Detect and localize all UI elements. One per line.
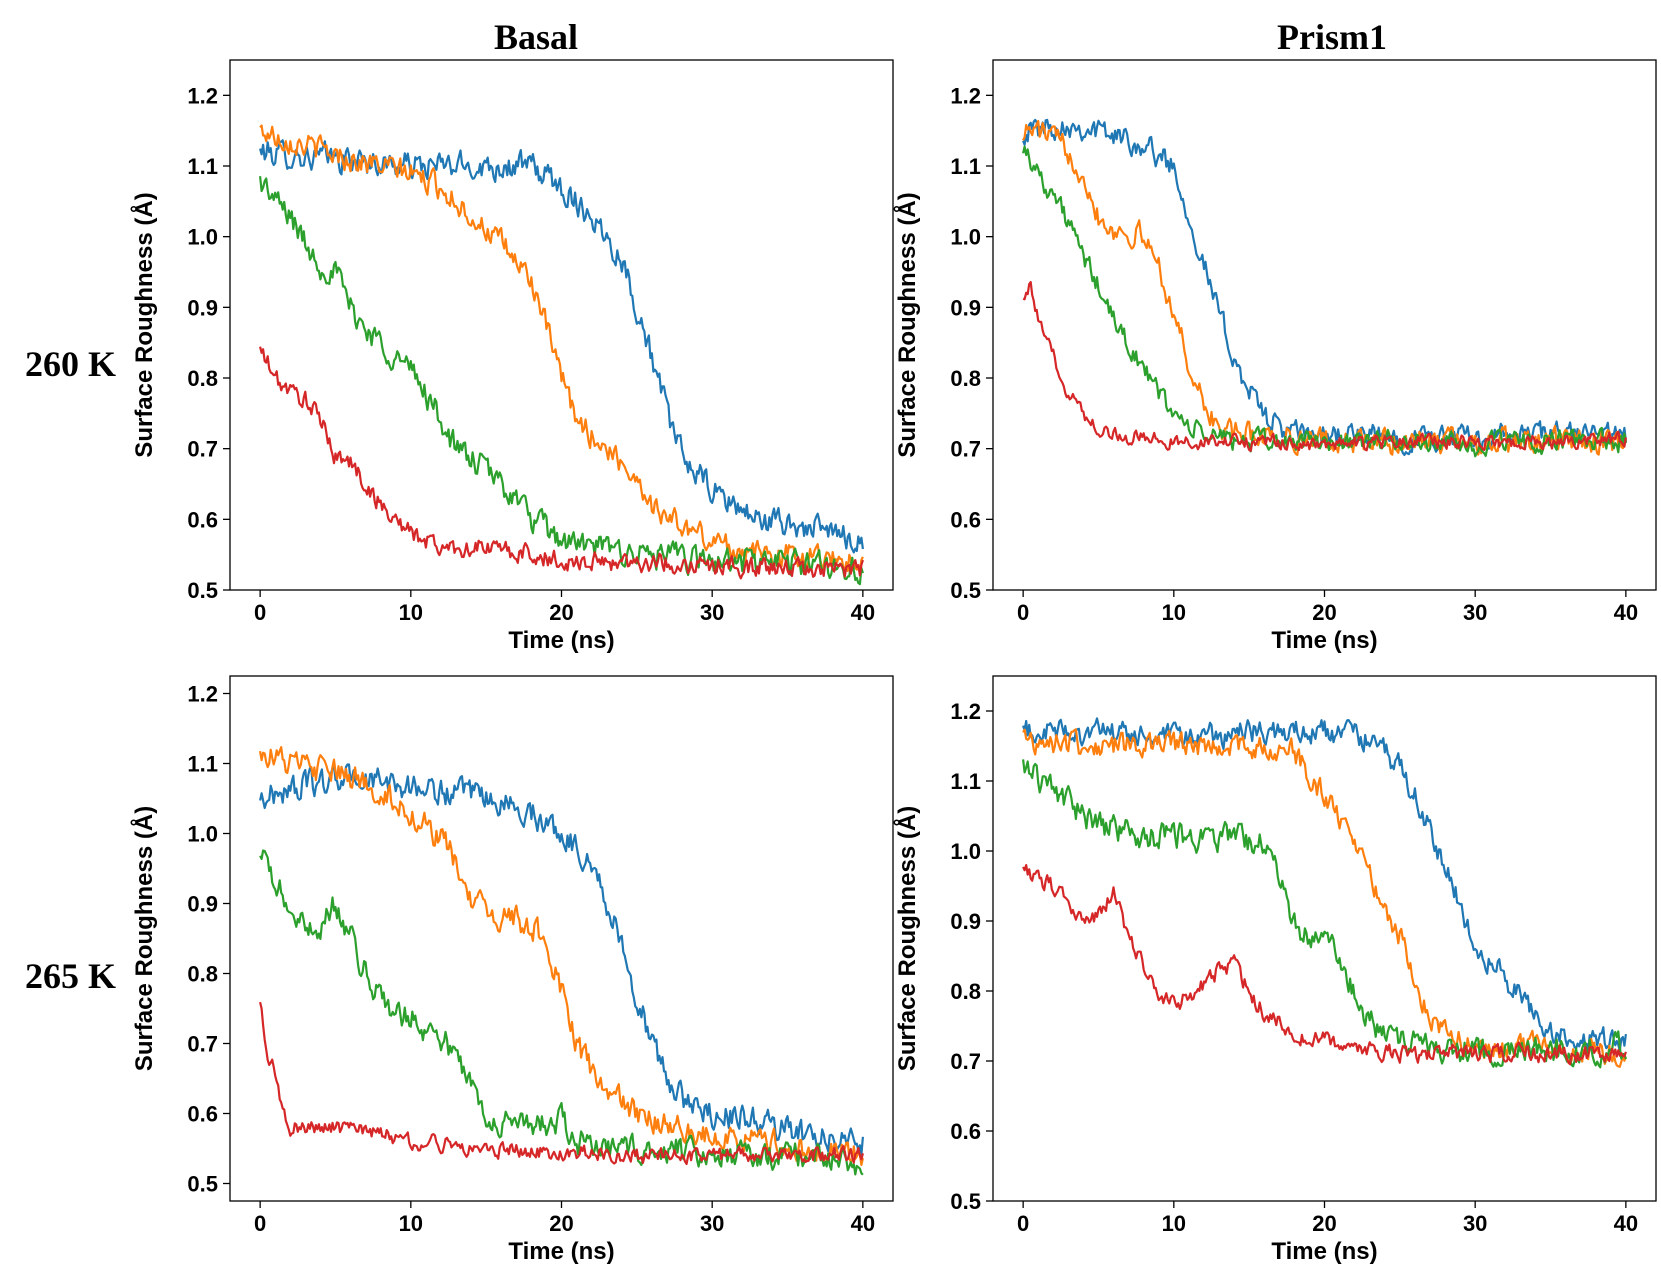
x-tick-label: 20 bbox=[1312, 600, 1336, 625]
series-line-3 bbox=[1022, 145, 1627, 458]
plot-frame bbox=[229, 675, 894, 1202]
y-tick-label: 0.8 bbox=[950, 366, 981, 391]
series-line-4 bbox=[1022, 280, 1627, 452]
x-tick-label: 0 bbox=[1017, 600, 1029, 625]
y-tick-label: 1.2 bbox=[950, 699, 981, 724]
y-tick-label: 1.1 bbox=[187, 154, 218, 179]
y-tick-label: 0.7 bbox=[187, 1032, 218, 1057]
y-axis-label: Surface Roughness (Å) bbox=[893, 806, 921, 1071]
y-tick-label: 0.9 bbox=[950, 295, 981, 320]
y-tick-label: 0.9 bbox=[187, 892, 218, 917]
chart-basal-265k: 0 10 20 30 40 0.5 0.6 0.7 0.8 0.9 1.0 1.1 1.2 Time (n… bbox=[130, 675, 894, 1265]
y-tick-label: 0.9 bbox=[950, 909, 981, 934]
series-line-1 bbox=[259, 763, 864, 1156]
x-tick-label: 40 bbox=[851, 600, 875, 625]
row-label-260k: 260 K bbox=[25, 344, 117, 384]
series-line-1 bbox=[259, 139, 864, 554]
y-tick-label: 1.1 bbox=[950, 154, 981, 179]
y-tick-label: 1.1 bbox=[950, 769, 981, 794]
chart-prism1-260k: 0 10 20 30 40 0.5 0.6 0.7 0.8 0.9 1.0 1.1 1.2 Time (n… bbox=[893, 59, 1657, 654]
x-tick-label: 0 bbox=[1017, 1211, 1029, 1236]
plot-frame bbox=[229, 59, 894, 591]
x-tick-label: 30 bbox=[700, 1211, 724, 1236]
series-line-4 bbox=[259, 346, 864, 580]
x-tick-label: 30 bbox=[700, 600, 724, 625]
x-tick-label: 20 bbox=[549, 600, 573, 625]
x-axis-label: Time (ns) bbox=[508, 1238, 614, 1265]
y-tick-label: 0.7 bbox=[950, 437, 981, 462]
series-line-2 bbox=[259, 745, 864, 1167]
series-line-1 bbox=[1022, 118, 1627, 457]
y-tick-label: 1.0 bbox=[950, 225, 981, 250]
y-tick-label: 0.5 bbox=[950, 1189, 981, 1214]
y-tick-label: 1.0 bbox=[187, 822, 218, 847]
y-tick-label: 1.0 bbox=[187, 225, 218, 250]
series-group bbox=[259, 124, 864, 586]
y-axis-label: Surface Roughness (Å) bbox=[893, 192, 921, 457]
y-tick-label: 0.5 bbox=[187, 1172, 218, 1197]
x-tick-label: 20 bbox=[549, 1211, 573, 1236]
series-line-2 bbox=[1022, 119, 1627, 456]
series-group bbox=[1022, 717, 1627, 1069]
y-tick-label: 0.6 bbox=[950, 1119, 981, 1144]
plot-frame bbox=[992, 675, 1657, 1202]
row-label-265k: 265 K bbox=[25, 956, 117, 996]
x-tick-label: 20 bbox=[1312, 1211, 1336, 1236]
y-tick-label: 0.8 bbox=[950, 979, 981, 1004]
chart-prism1-265k: 0 10 20 30 40 0.5 0.6 0.7 0.8 0.9 1.0 1.1 1.2 Time (n… bbox=[893, 675, 1657, 1265]
x-tick-label: 10 bbox=[1162, 1211, 1186, 1236]
x-tick-label: 40 bbox=[1614, 1211, 1638, 1236]
x-tick-label: 10 bbox=[399, 1211, 423, 1236]
series-group bbox=[1022, 118, 1627, 458]
x-tick-label: 0 bbox=[254, 1211, 266, 1236]
y-axis-label: Surface Roughness (Å) bbox=[130, 806, 158, 1071]
x-tick-label: 40 bbox=[851, 1211, 875, 1236]
plot-frame bbox=[992, 59, 1657, 591]
x-tick-label: 0 bbox=[254, 600, 266, 625]
y-tick-label: 1.1 bbox=[187, 752, 218, 777]
y-tick-label: 0.7 bbox=[187, 437, 218, 462]
y-tick-label: 1.2 bbox=[950, 83, 981, 108]
x-tick-label: 30 bbox=[1463, 600, 1487, 625]
y-tick-label: 1.0 bbox=[950, 839, 981, 864]
column-title-prism1: Prism1 bbox=[1277, 17, 1387, 57]
y-axis-label: Surface Roughness (Å) bbox=[130, 192, 158, 457]
series-line-4 bbox=[259, 1001, 864, 1166]
y-tick-label: 0.8 bbox=[187, 962, 218, 987]
y-tick-label: 0.8 bbox=[187, 366, 218, 391]
x-tick-label: 30 bbox=[1463, 1211, 1487, 1236]
x-axis-label: Time (ns) bbox=[508, 627, 614, 654]
series-group bbox=[259, 745, 864, 1176]
x-axis-label: Time (ns) bbox=[1271, 1238, 1377, 1265]
column-title-basal: Basal bbox=[493, 17, 579, 57]
y-tick-label: 0.6 bbox=[187, 507, 218, 532]
y-tick-label: 0.5 bbox=[187, 578, 218, 603]
x-axis-label: Time (ns) bbox=[1271, 627, 1377, 654]
series-line-4 bbox=[1022, 863, 1627, 1066]
y-tick-label: 0.7 bbox=[950, 1049, 981, 1074]
y-tick-label: 0.5 bbox=[950, 578, 981, 603]
y-tick-label: 0.6 bbox=[187, 1102, 218, 1127]
x-tick-label: 10 bbox=[1162, 600, 1186, 625]
chart-basal-260k: 0 10 20 30 40 0.5 0.6 0.7 0.8 0.9 1.0 1.1 1.2 Time (n… bbox=[130, 59, 894, 654]
x-tick-label: 40 bbox=[1614, 600, 1638, 625]
series-line-1 bbox=[1022, 717, 1627, 1053]
x-tick-label: 10 bbox=[399, 600, 423, 625]
y-tick-label: 1.2 bbox=[187, 83, 218, 108]
y-tick-label: 0.6 bbox=[950, 507, 981, 532]
y-tick-label: 0.9 bbox=[187, 295, 218, 320]
y-tick-label: 1.2 bbox=[187, 682, 218, 707]
